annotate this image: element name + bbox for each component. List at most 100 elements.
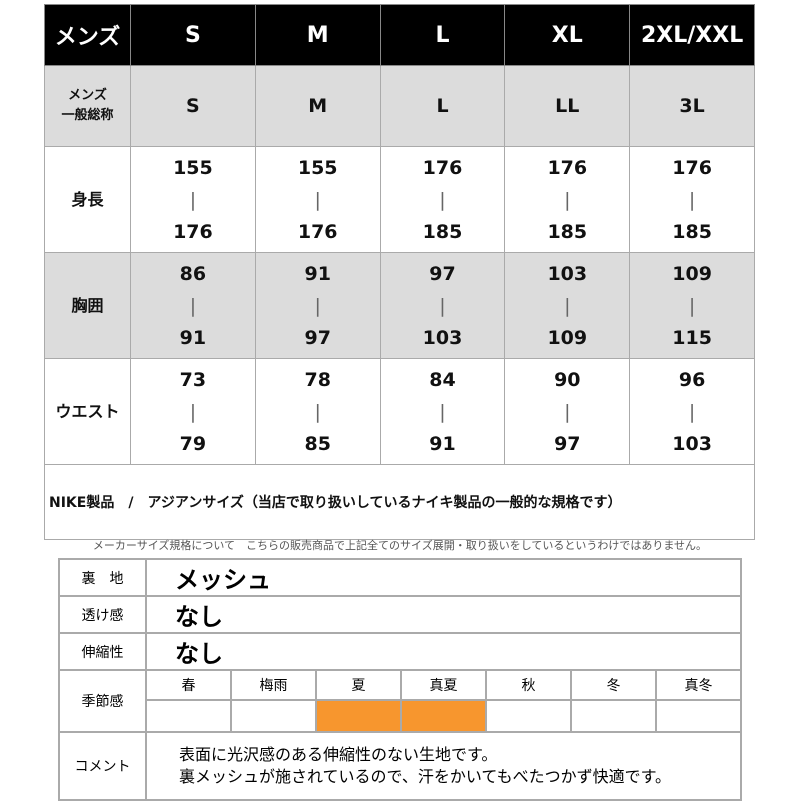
range-separator: | [564, 400, 571, 423]
measure-cell: 91 | 97 [254, 252, 381, 359]
season-indicator [230, 699, 317, 733]
season-name: 秋 [485, 669, 572, 701]
min-value: 91 [304, 262, 331, 285]
general-cell: M [254, 65, 381, 147]
general-cell: L [379, 65, 506, 147]
min-value: 97 [429, 262, 456, 285]
size-cell: L [379, 4, 506, 66]
fabric-table: 裏 地メッシュ 透け感 なし 伸縮性 なし 季節感春梅雨夏真夏秋冬真冬 コメント 表… [58, 558, 742, 801]
general-label: メンズ 一般総称 [44, 65, 131, 147]
maker-size-caption: メーカーサイズ規格について こちらの販売商品で上記全てのサイズ展開・取り扱いをし… [92, 539, 708, 552]
min-value: 96 [678, 368, 706, 391]
comment-label: コメント [58, 731, 147, 801]
sheer-label: 透け感 [58, 595, 147, 634]
range-separator: | [314, 294, 321, 317]
measure-cell: 78 | 85 [254, 358, 381, 465]
general-size-row: メンズ 一般総称 S M L LL 3L [44, 65, 755, 147]
min-value: 73 [179, 368, 207, 391]
range-separator: | [314, 188, 321, 211]
measure-label: 胸囲 [44, 252, 131, 359]
max-value: 91 [179, 326, 207, 349]
season-name: 夏 [315, 669, 402, 701]
min-value: 176 [547, 156, 588, 179]
season-indicator [485, 699, 572, 733]
general-cell: LL [504, 65, 631, 147]
measure-cell: 96 | 103 [629, 358, 755, 465]
comment-line: 裏メッシュが施されているので、汗をかいてもべたつかず快適です。 [179, 767, 672, 786]
range-separator: | [688, 294, 696, 317]
measure-label: 身長 [44, 146, 131, 253]
measure-cell: 155 | 176 [254, 146, 381, 253]
measure-cell: 176 | 185 [504, 146, 631, 253]
range-separator: | [688, 400, 696, 423]
min-value: 155 [173, 156, 213, 179]
size-header-row: メンズ S M L XL 2XL/XXL [44, 4, 755, 66]
min-value: 109 [672, 262, 712, 285]
lining-label: 裏 地 [58, 558, 147, 597]
range-separator: | [439, 294, 446, 317]
season-name: 真冬 [655, 669, 742, 701]
min-value: 176 [422, 156, 463, 179]
max-value: 103 [422, 326, 463, 349]
measure-row: 身長 155 | 176 155 | 176 176 | 185 176 | 185 176 | 185 [44, 146, 755, 253]
max-value: 185 [672, 220, 712, 243]
max-value: 97 [304, 326, 331, 349]
measure-cell: 90 | 97 [504, 358, 631, 465]
measure-row: 胸囲 86 | 91 91 | 97 97 | 103 103 | 109 109 | 115 [44, 252, 755, 359]
size-table: メンズ S M L XL 2XL/XXL メンズ 一般総称 S M L LL 3… [44, 4, 755, 540]
season-name: 真夏 [400, 669, 487, 701]
stretch-label: 伸縮性 [58, 632, 147, 671]
comment: 表面に光沢感のある伸縮性のない生地です。 裏メッシュが施されているので、汗をかい… [145, 731, 742, 801]
max-value: 91 [429, 432, 456, 455]
range-separator: | [439, 188, 446, 211]
max-value: 176 [173, 220, 213, 243]
min-value: 78 [304, 368, 331, 391]
measure-cell: 109 | 115 [629, 252, 755, 359]
season-name: 春 [145, 669, 232, 701]
min-value: 86 [179, 262, 207, 285]
sheer-value: なし [145, 595, 742, 634]
general-cell: S [130, 65, 256, 147]
general-cell: 3L [629, 65, 755, 147]
season-label: 季節感 [58, 669, 147, 733]
max-value: 185 [547, 220, 588, 243]
range-separator: | [688, 188, 696, 211]
measure-row: ウエスト 73 | 79 78 | 85 84 | 91 90 | 97 96 | 103 [44, 358, 755, 465]
measure-label: ウエスト [44, 358, 131, 465]
max-value: 176 [297, 220, 338, 243]
min-value: 90 [554, 368, 581, 391]
range-separator: | [564, 294, 571, 317]
stretch-value: なし [145, 632, 742, 671]
measure-cell: 97 | 103 [379, 252, 506, 359]
range-separator: | [314, 400, 321, 423]
measure-cell: 84 | 91 [379, 358, 506, 465]
season-name: 梅雨 [230, 669, 317, 701]
max-value: 103 [672, 432, 712, 455]
header-label: メンズ [44, 4, 131, 66]
measure-cell: 176 | 185 [379, 146, 506, 253]
measure-cell: 73 | 79 [130, 358, 256, 465]
max-value: 85 [304, 432, 331, 455]
measure-cell: 86 | 91 [130, 252, 256, 359]
range-separator: | [189, 400, 197, 423]
size-cell: 2XL/XXL [629, 4, 755, 66]
size-cell: M [254, 4, 381, 66]
season-indicator [315, 699, 402, 733]
season-name: 冬 [570, 669, 657, 701]
max-value: 79 [179, 432, 207, 455]
season-indicator [570, 699, 657, 733]
min-value: 103 [547, 262, 588, 285]
measure-cell: 155 | 176 [130, 146, 256, 253]
max-value: 115 [672, 326, 712, 349]
comment-line: 表面に光沢感のある伸縮性のない生地です。 [179, 745, 498, 764]
range-separator: | [189, 294, 197, 317]
range-separator: | [564, 188, 571, 211]
season-indicator [400, 699, 487, 733]
min-value: 176 [672, 156, 712, 179]
min-value: 155 [297, 156, 338, 179]
max-value: 97 [554, 432, 581, 455]
season-indicator [655, 699, 742, 733]
measure-cell: 176 | 185 [629, 146, 755, 253]
min-value: 84 [429, 368, 456, 391]
range-separator: | [189, 188, 197, 211]
